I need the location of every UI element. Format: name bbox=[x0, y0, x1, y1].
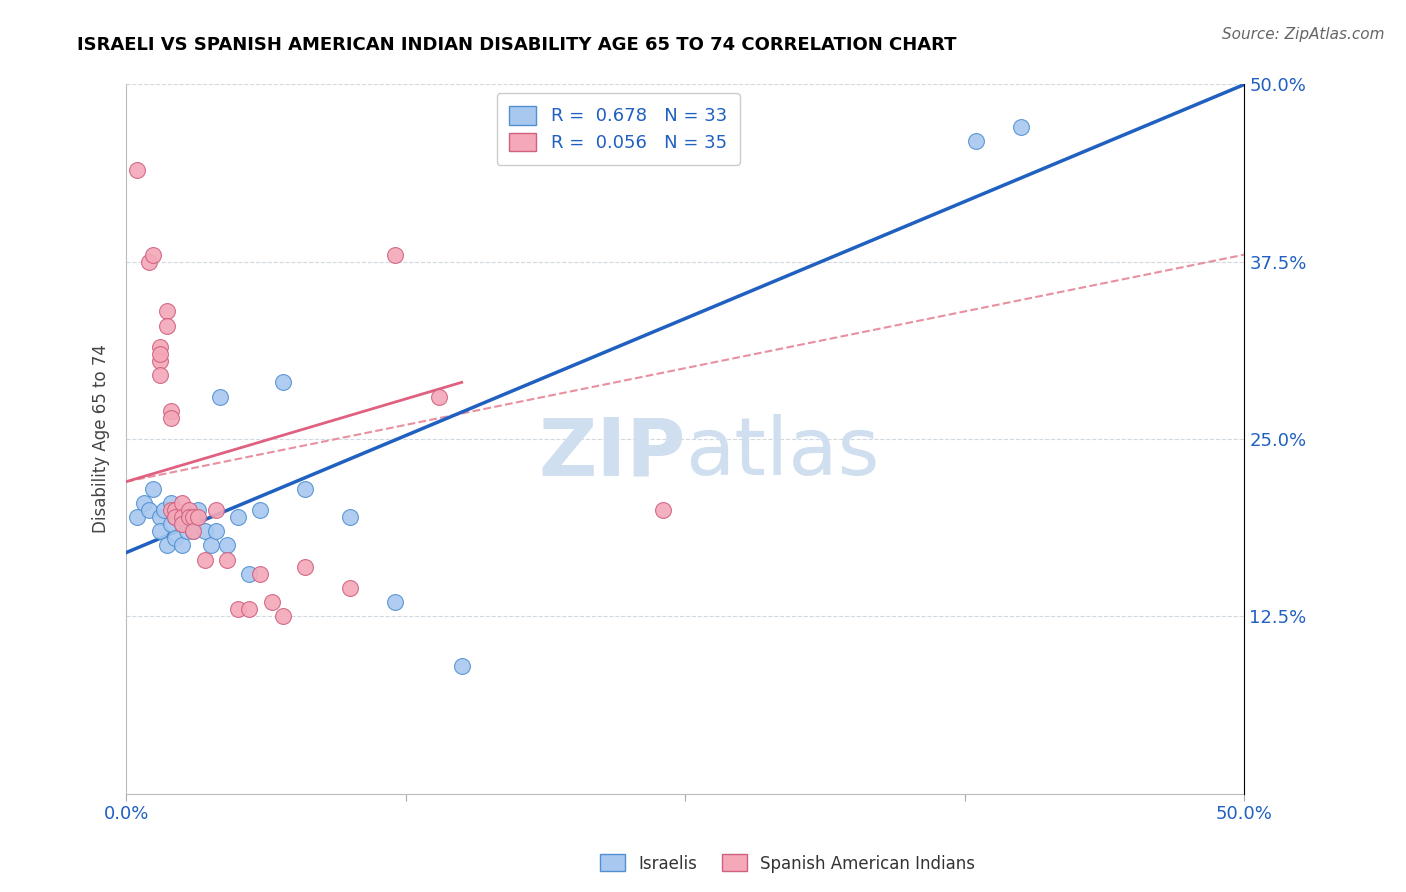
Point bbox=[138, 503, 160, 517]
Point bbox=[193, 524, 215, 539]
Point bbox=[177, 503, 200, 517]
Point bbox=[172, 517, 194, 532]
Point bbox=[149, 368, 172, 383]
Point bbox=[165, 510, 187, 524]
Point bbox=[160, 517, 183, 532]
Text: ZIP: ZIP bbox=[538, 414, 685, 492]
Point bbox=[155, 304, 177, 318]
Point bbox=[183, 524, 205, 539]
Point bbox=[165, 503, 187, 517]
Point bbox=[271, 376, 294, 390]
Point bbox=[149, 524, 172, 539]
Point bbox=[339, 510, 361, 524]
Point bbox=[172, 517, 194, 532]
Point bbox=[384, 247, 406, 261]
Point bbox=[127, 162, 149, 177]
Point bbox=[149, 510, 172, 524]
Point bbox=[160, 503, 183, 517]
Point bbox=[142, 247, 165, 261]
Point bbox=[209, 390, 232, 404]
Point bbox=[965, 134, 987, 148]
Text: atlas: atlas bbox=[685, 414, 880, 492]
Point bbox=[183, 510, 205, 524]
Text: ISRAELI VS SPANISH AMERICAN INDIAN DISABILITY AGE 65 TO 74 CORRELATION CHART: ISRAELI VS SPANISH AMERICAN INDIAN DISAB… bbox=[77, 36, 957, 54]
Point bbox=[238, 602, 260, 616]
Point bbox=[260, 595, 283, 609]
Point bbox=[172, 538, 194, 552]
Point bbox=[187, 510, 209, 524]
Point bbox=[200, 538, 222, 552]
Point bbox=[153, 503, 176, 517]
Point bbox=[215, 538, 238, 552]
Point bbox=[176, 524, 198, 539]
Point bbox=[294, 559, 316, 574]
Point bbox=[271, 609, 294, 624]
Point bbox=[127, 510, 149, 524]
Point bbox=[226, 602, 249, 616]
Point bbox=[134, 496, 156, 510]
Legend: Israelis, Spanish American Indians: Israelis, Spanish American Indians bbox=[593, 847, 981, 880]
Point bbox=[204, 524, 226, 539]
Point bbox=[160, 410, 183, 425]
Point bbox=[177, 510, 200, 524]
Y-axis label: Disability Age 65 to 74: Disability Age 65 to 74 bbox=[93, 344, 110, 533]
Point bbox=[149, 347, 172, 361]
Point bbox=[226, 510, 249, 524]
Point bbox=[160, 496, 183, 510]
Point bbox=[215, 552, 238, 566]
Point bbox=[183, 524, 205, 539]
Point bbox=[172, 510, 194, 524]
Text: Source: ZipAtlas.com: Source: ZipAtlas.com bbox=[1222, 27, 1385, 42]
Point bbox=[165, 510, 187, 524]
Point bbox=[204, 503, 226, 517]
Point bbox=[172, 496, 194, 510]
Point bbox=[249, 503, 271, 517]
Point bbox=[1010, 120, 1032, 134]
Point bbox=[427, 390, 450, 404]
Point bbox=[384, 595, 406, 609]
Point bbox=[155, 318, 177, 333]
Point bbox=[155, 538, 177, 552]
Point bbox=[165, 532, 187, 546]
Point bbox=[339, 581, 361, 595]
Point bbox=[450, 659, 472, 673]
Point bbox=[249, 566, 271, 581]
Point bbox=[149, 354, 172, 368]
Point bbox=[177, 510, 200, 524]
Legend: R =  0.678   N = 33, R =  0.056   N = 35: R = 0.678 N = 33, R = 0.056 N = 35 bbox=[496, 94, 740, 165]
Point bbox=[294, 482, 316, 496]
Point bbox=[193, 552, 215, 566]
Point bbox=[238, 566, 260, 581]
Point bbox=[652, 503, 675, 517]
Point bbox=[160, 403, 183, 417]
Point bbox=[187, 503, 209, 517]
Point bbox=[138, 254, 160, 268]
Point bbox=[149, 340, 172, 354]
Point bbox=[142, 482, 165, 496]
